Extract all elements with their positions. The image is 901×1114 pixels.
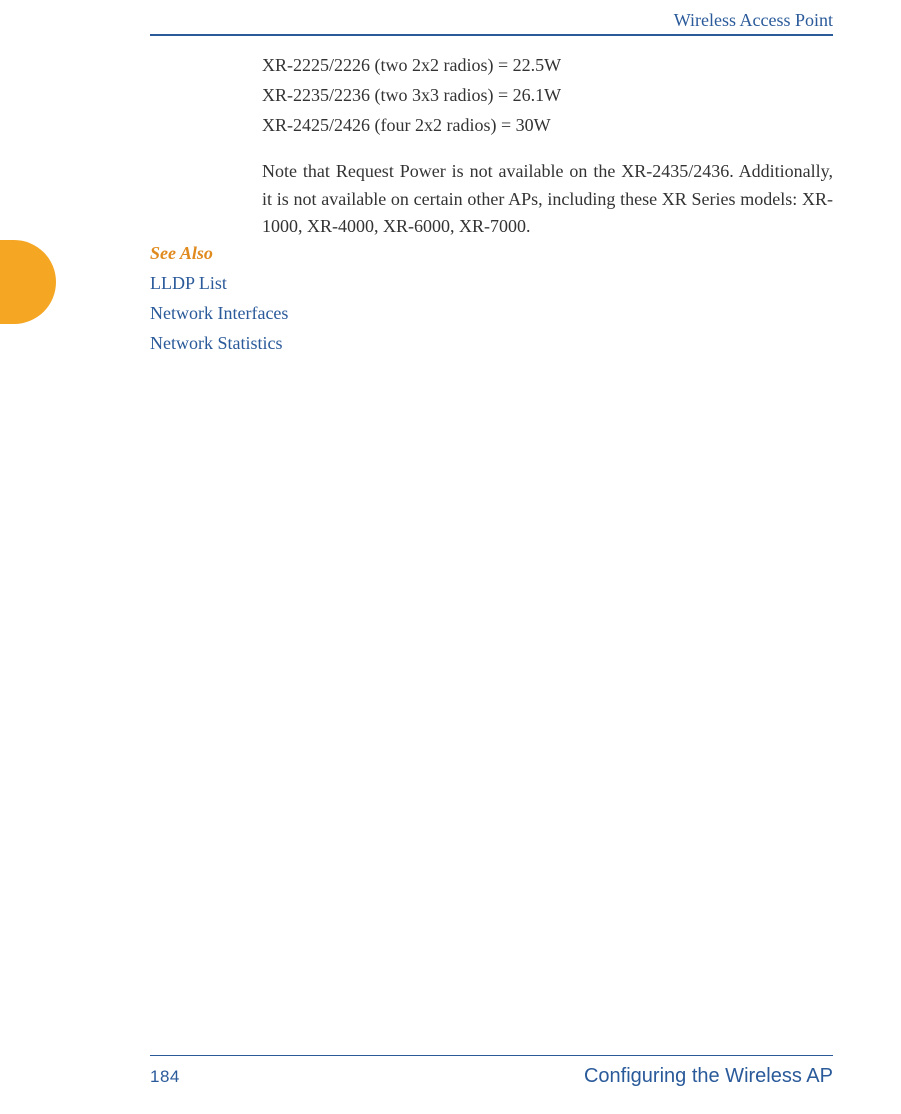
body-content: XR-2225/2226 (two 2x2 radios) = 22.5W XR… xyxy=(262,52,833,241)
see-also-section: See Also LLDP List Network Interfaces Ne… xyxy=(150,240,833,360)
spec-line-3: XR-2425/2426 (four 2x2 radios) = 30W xyxy=(262,112,833,140)
spec-line-2: XR-2235/2236 (two 3x3 radios) = 26.1W xyxy=(262,82,833,110)
thumb-tab xyxy=(0,240,56,324)
spec-line-1: XR-2225/2226 (two 2x2 radios) = 22.5W xyxy=(262,52,833,80)
header-rule xyxy=(150,34,833,36)
link-lldp-list[interactable]: LLDP List xyxy=(150,270,833,298)
note-paragraph: Note that Request Power is not available… xyxy=(262,158,833,242)
page-number: 184 xyxy=(150,1067,180,1087)
page-header: Wireless Access Point xyxy=(150,10,833,35)
link-network-statistics[interactable]: Network Statistics xyxy=(150,330,833,358)
link-network-interfaces[interactable]: Network Interfaces xyxy=(150,300,833,328)
see-also-heading: See Also xyxy=(150,240,833,268)
page-footer: 184 Configuring the Wireless AP xyxy=(150,1065,833,1088)
footer-section-title: Configuring the Wireless AP xyxy=(584,1065,833,1088)
footer-rule xyxy=(150,1055,833,1057)
header-title: Wireless Access Point xyxy=(674,10,833,30)
